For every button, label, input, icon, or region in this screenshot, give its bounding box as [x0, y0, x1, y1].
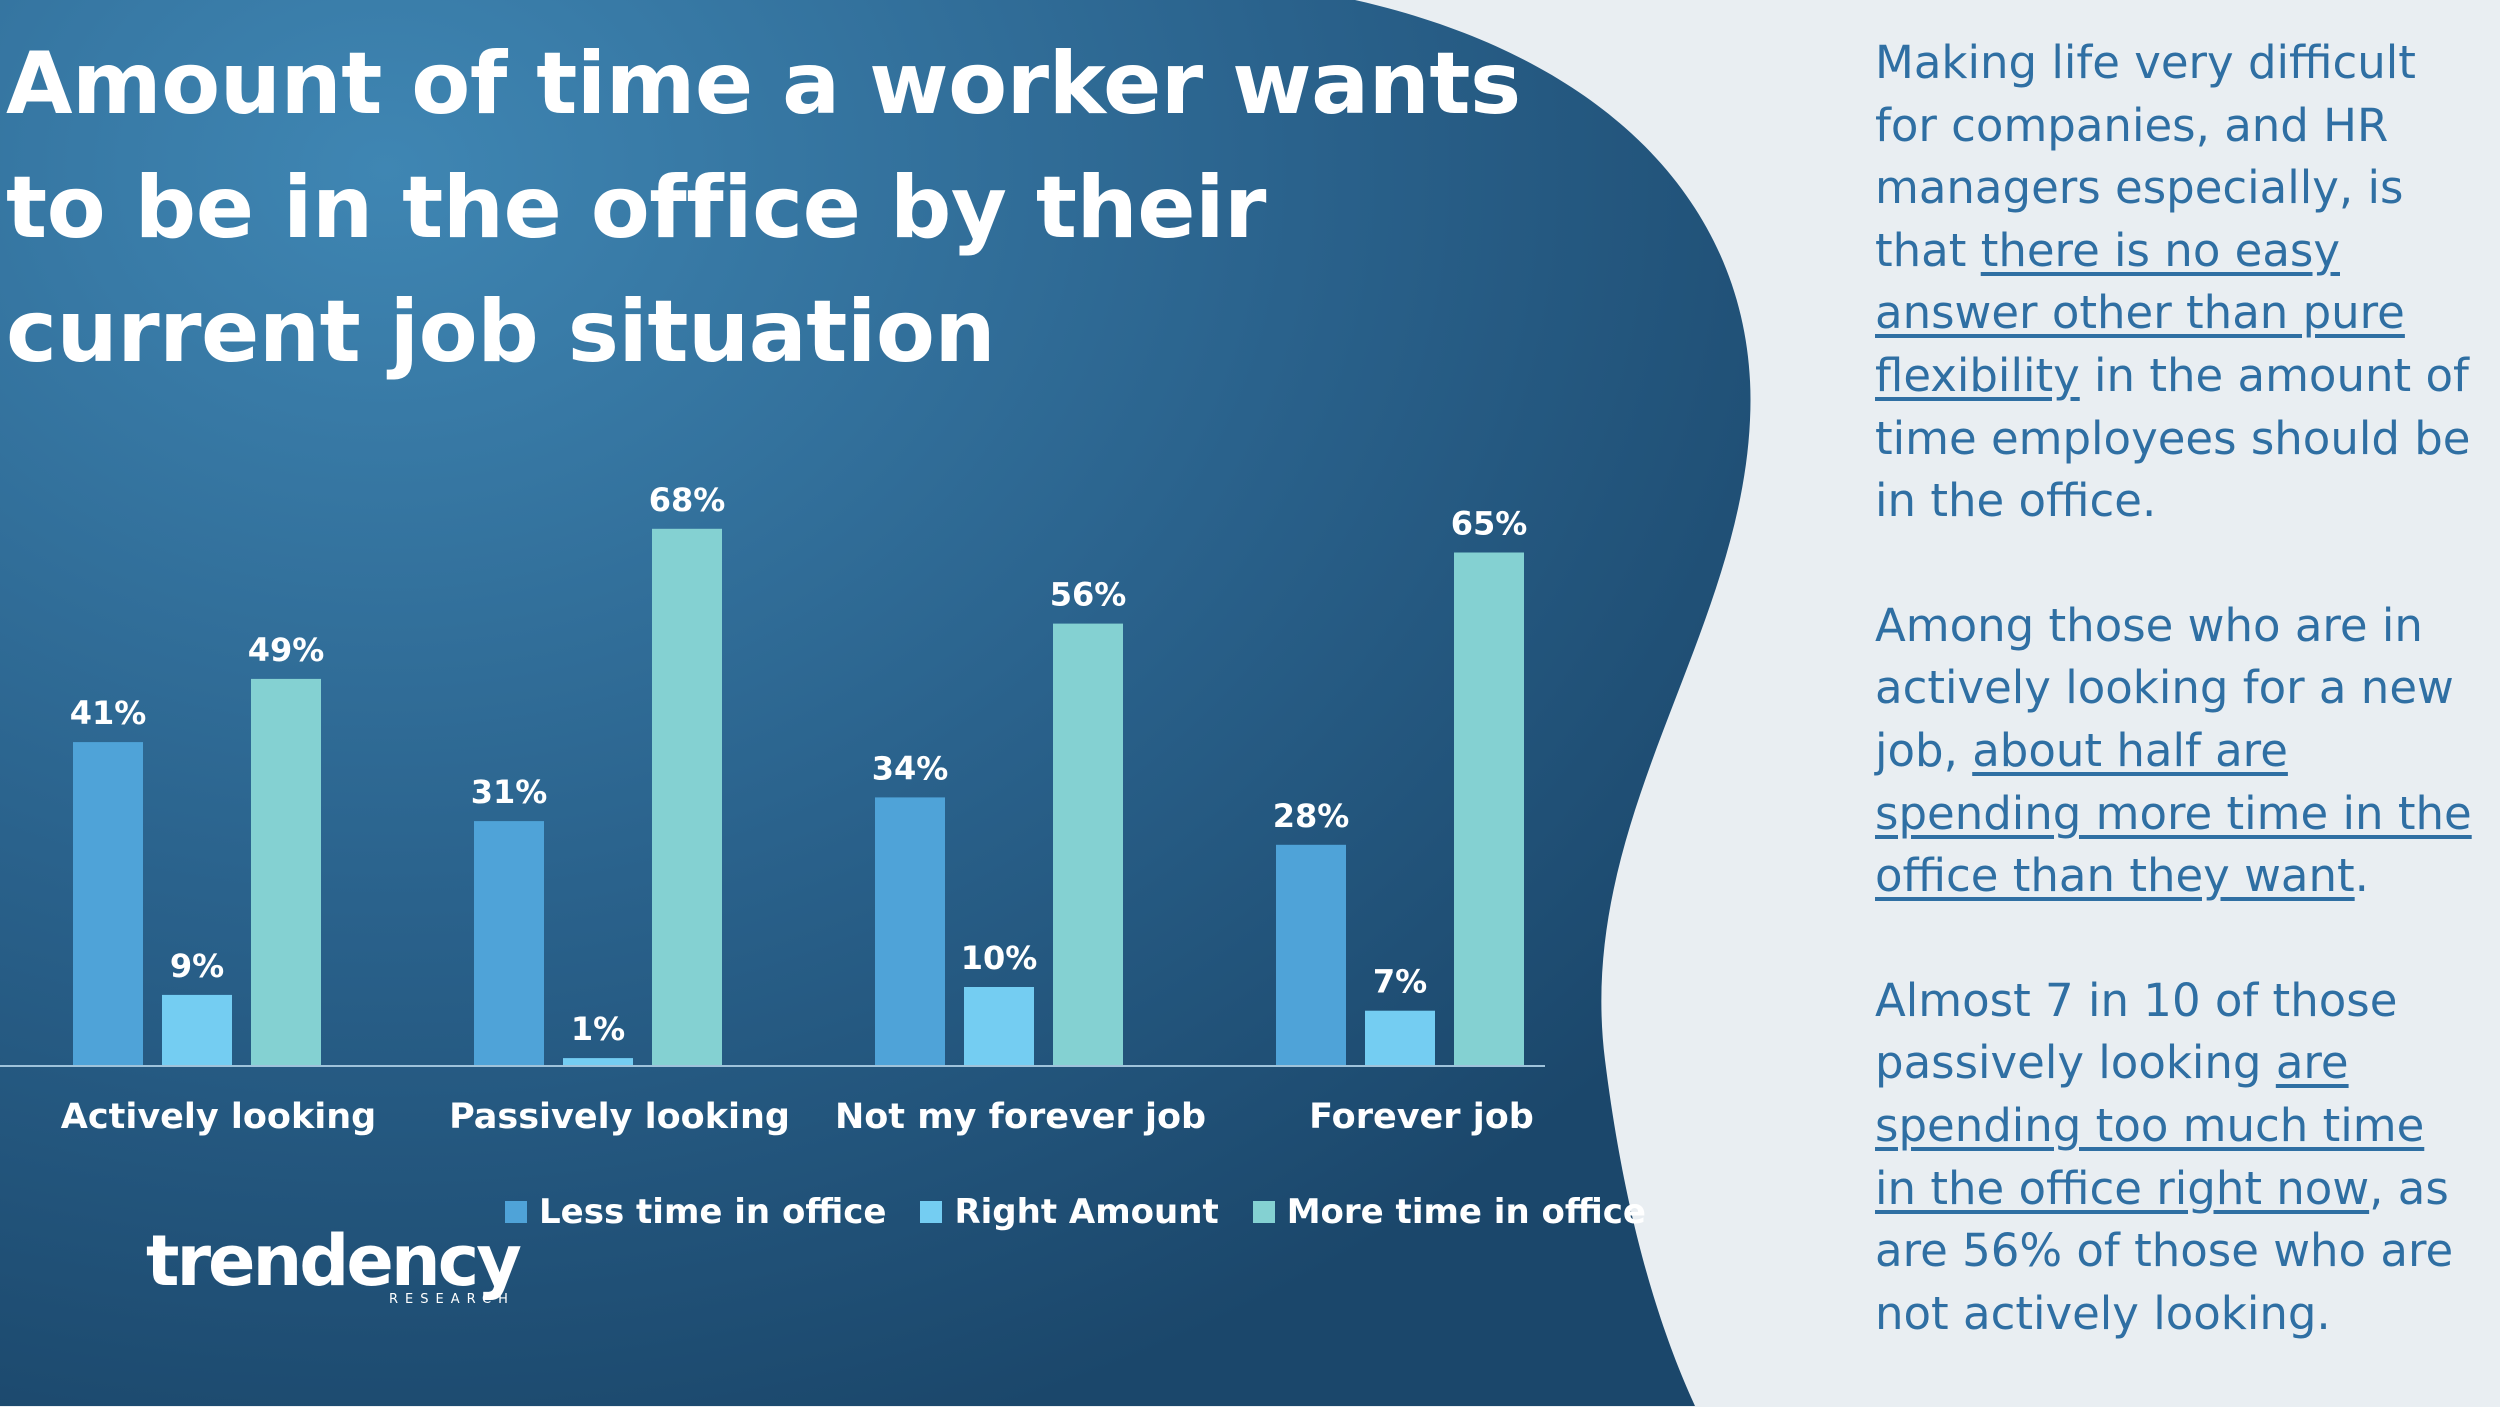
bar-3-2: [652, 528, 722, 1066]
bar-3-3: [1053, 623, 1123, 1066]
data-label: 68%: [649, 481, 726, 519]
logo-subtitle: RESEARCH: [389, 1292, 515, 1307]
legend-swatch: [1252, 1201, 1275, 1223]
data-label: 9%: [170, 947, 224, 985]
legend-swatch: [920, 1201, 943, 1223]
commentary-emphasis: are spending too much time in the office…: [1875, 1036, 2425, 1215]
commentary-text: in the amount of time employees should b…: [1875, 348, 2471, 528]
bar-2-2: [563, 1058, 633, 1066]
commentary-text: Almost 7 in 10 of those passively lookin…: [1875, 973, 2398, 1090]
bar-2-4: [1365, 1010, 1435, 1066]
commentary-emphasis: there is no easy answer other than pure …: [1875, 223, 2405, 402]
bar-1-4: [1276, 844, 1346, 1066]
bar-1-1: [73, 742, 143, 1066]
data-label: 41%: [70, 694, 147, 732]
commentary-text: Making life very difficult for companies…: [1875, 36, 2416, 277]
logo-wordmark: trendency: [146, 1220, 522, 1302]
bar-2-1: [162, 994, 232, 1066]
chart-legend: Less time in office Right Amount More time…: [505, 1192, 1646, 1232]
commentary-paragraph-2: Among those who are in actively looking …: [1875, 595, 2475, 908]
data-label: 10%: [961, 939, 1038, 977]
data-label: 65%: [1451, 505, 1528, 543]
bar-2-3: [964, 987, 1034, 1066]
commentary-emphasis: about half are spending more time in the…: [1875, 723, 2472, 903]
category-label: Not my forever job: [835, 1097, 1206, 1137]
data-label: 56%: [1050, 576, 1127, 614]
commentary-paragraph-3: Almost 7 in 10 of those passively lookin…: [1875, 970, 2475, 1346]
commentary-text: Among those who are in actively looking …: [1875, 598, 2454, 777]
legend-swatch: [505, 1201, 527, 1223]
data-label: 28%: [1273, 797, 1350, 835]
data-label: 34%: [872, 749, 949, 787]
data-label: 49%: [248, 631, 325, 669]
trendency-logo: trendency RESEARCH: [146, 1220, 522, 1307]
legend-label: More time in office: [1286, 1192, 1646, 1232]
legend-label: Right Amount: [954, 1192, 1219, 1232]
commentary-text: .: [2354, 849, 2369, 903]
bar-3-4: [1454, 552, 1524, 1066]
legend-item: Less time in office: [505, 1192, 886, 1232]
category-label: Passively looking: [449, 1097, 790, 1137]
commentary-panel: Making life very difficult for companies…: [1875, 32, 2475, 1407]
data-label: 7%: [1373, 963, 1427, 1001]
category-label: Actively looking: [61, 1097, 376, 1137]
bar-1-2: [474, 821, 544, 1066]
legend-label: Less time in office: [539, 1192, 887, 1232]
bar-1-3: [875, 797, 945, 1066]
legend-item: More time in office: [1252, 1192, 1646, 1232]
data-label: 31%: [471, 773, 548, 811]
category-label: Forever job: [1309, 1097, 1534, 1137]
commentary-paragraph-1: Making life very difficult for companies…: [1875, 32, 2475, 533]
data-label: 1%: [571, 1010, 625, 1048]
legend-item: Right Amount: [920, 1192, 1219, 1232]
bar-3-1: [251, 678, 321, 1066]
commentary-text: , as are 56% of those who are not active…: [1875, 1161, 2454, 1340]
chart-title: Amount of time a worker wants to be in t…: [6, 34, 1521, 382]
